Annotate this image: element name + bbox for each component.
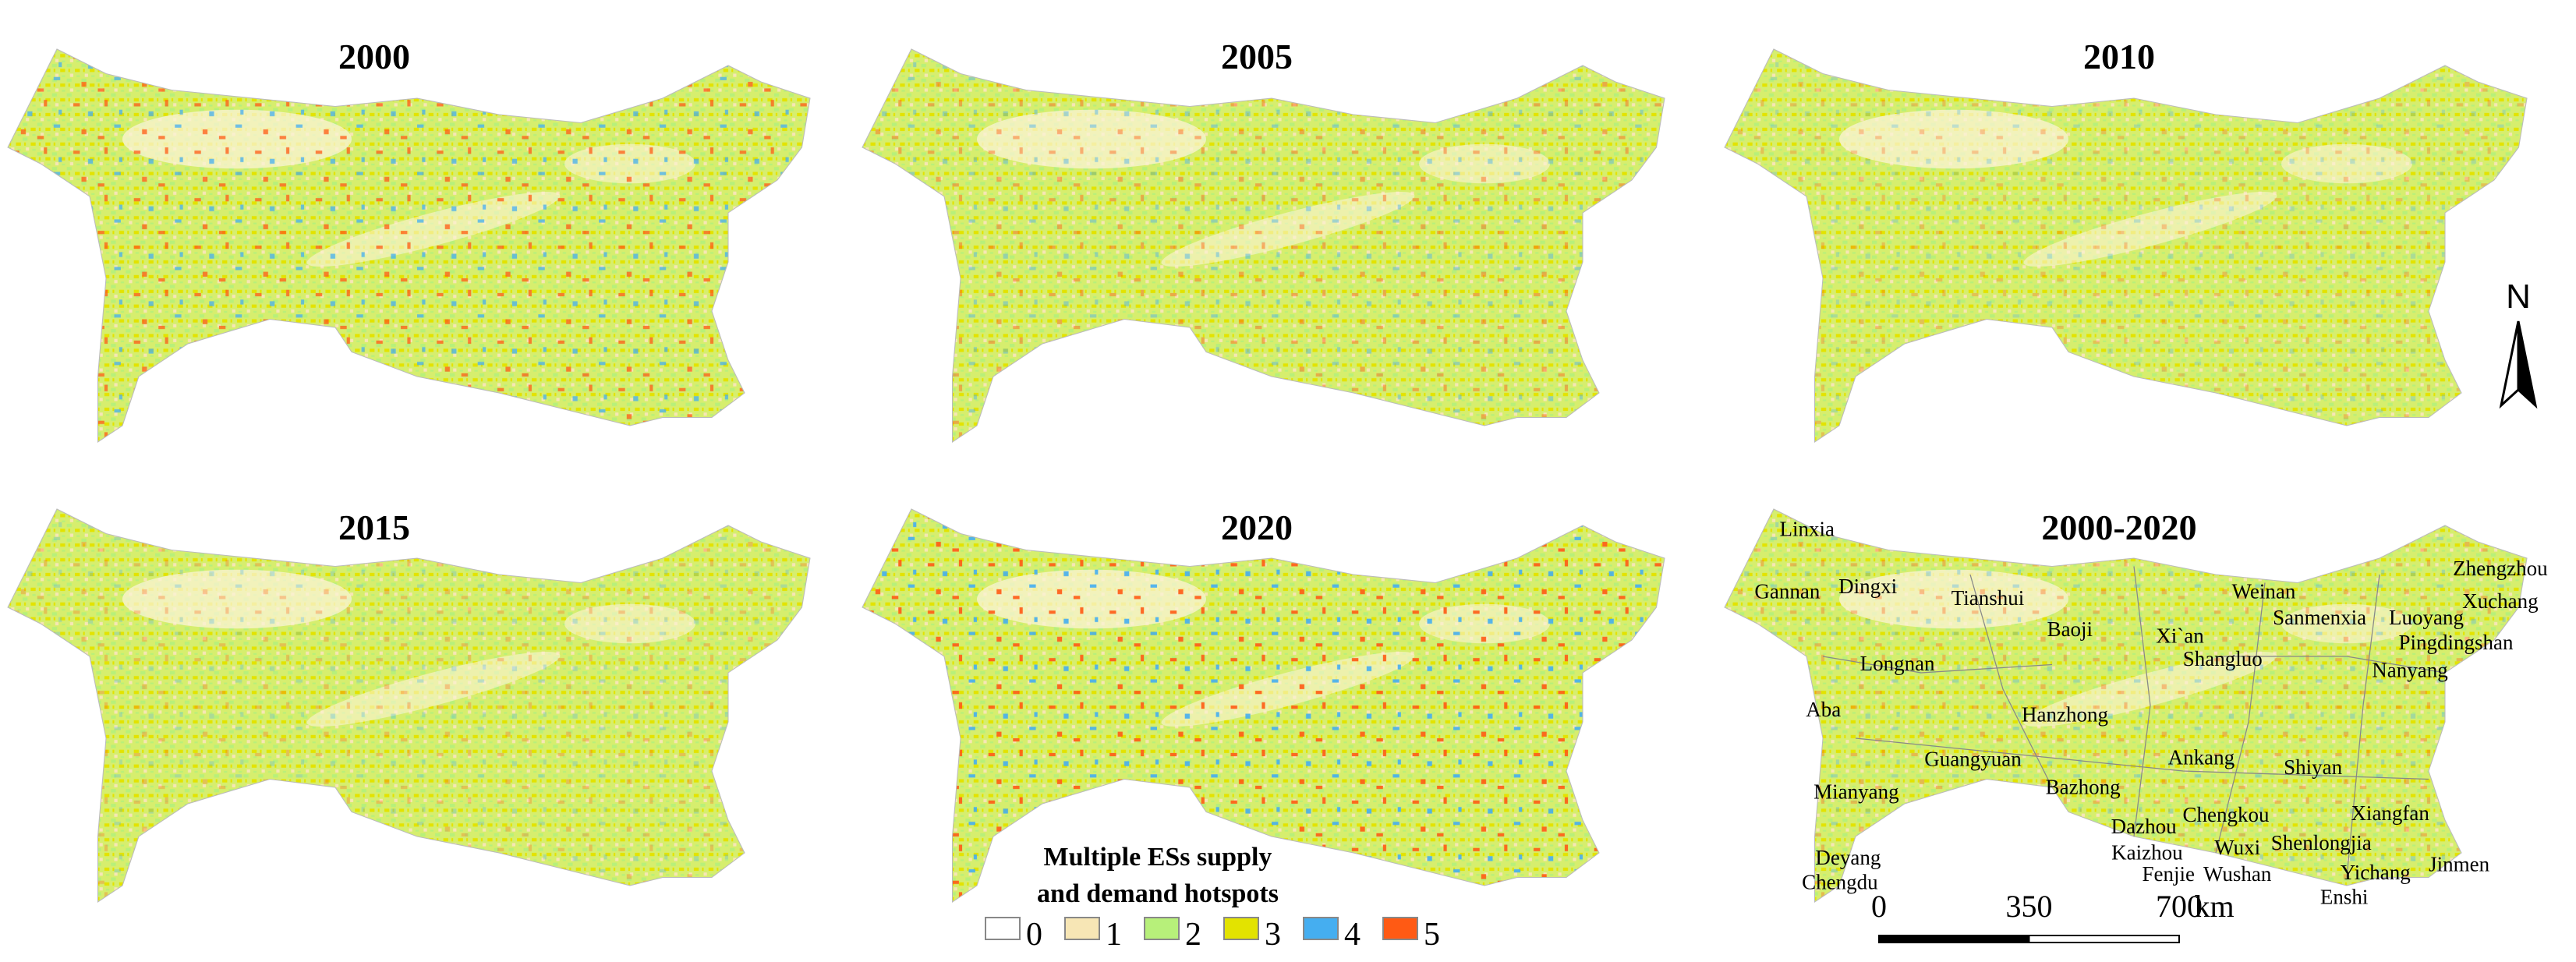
city-label: Linxia xyxy=(1779,517,1834,540)
city-label: Wushan xyxy=(2203,862,2272,886)
legend-swatch xyxy=(1382,917,1418,940)
city-label: Aba xyxy=(1806,698,1841,721)
region-detail xyxy=(8,49,810,442)
legend-swatch xyxy=(1303,917,1339,940)
scale-label: 0 xyxy=(1871,889,1887,924)
city-label: Jinmen xyxy=(2429,852,2489,875)
panel-title: 2005 xyxy=(1221,37,1293,76)
city-label: Gannan xyxy=(1754,580,1820,603)
map-panel xyxy=(1723,48,2528,444)
legend-label: 0 xyxy=(1026,917,1042,953)
scale-segment xyxy=(2028,935,2180,943)
legend-swatch xyxy=(985,917,1021,940)
city-label: Nanyang xyxy=(2372,659,2447,682)
legend-label: 4 xyxy=(1344,917,1361,953)
city-label: Yichang xyxy=(2341,861,2411,884)
legend-label: 5 xyxy=(1424,917,1440,953)
city-label: Pingdingshan xyxy=(2398,631,2514,654)
district-boundary xyxy=(1822,656,2053,674)
district-boundary xyxy=(2215,582,2266,854)
city-label: Kaizhou xyxy=(2111,841,2183,865)
map-panel xyxy=(6,48,812,444)
map-panel xyxy=(6,508,812,904)
city-label: Zhengzhou xyxy=(2453,557,2548,580)
city-label: Weinan xyxy=(2232,580,2296,603)
city-label: Bazhong xyxy=(2046,775,2121,798)
city-label: Tianshui xyxy=(1951,586,2025,610)
city-label: Longnan xyxy=(1860,652,1935,675)
district-boundary xyxy=(2346,574,2380,878)
legend-title: Multiple ESs supply and demand hotspots xyxy=(1037,843,1279,908)
city-label: Chengkou xyxy=(2182,803,2269,826)
city-label: Xuchang xyxy=(2462,589,2538,613)
legend-title-line: Multiple ESs supply xyxy=(1044,843,1272,872)
legend-label: 1 xyxy=(1106,917,1122,953)
north-arrow xyxy=(2499,320,2538,409)
district-boundary xyxy=(2133,566,2151,837)
city-label: Dazhou xyxy=(2111,815,2177,838)
district-boundary xyxy=(1969,574,2053,788)
panel-title: 2010 xyxy=(2083,37,2155,76)
legend-swatch xyxy=(1223,917,1259,940)
scale-label: 700 xyxy=(2156,889,2203,924)
panel-title: 2000-2020 xyxy=(2041,508,2196,547)
legend-label: 2 xyxy=(1185,917,1201,953)
north-label: N xyxy=(2506,278,2531,316)
city-label: Fenjie xyxy=(2142,862,2195,886)
map-panel xyxy=(861,48,1666,444)
city-label: Guangyuan xyxy=(1924,747,2022,770)
region-detail xyxy=(8,509,810,902)
city-label: Deyang xyxy=(1815,846,1881,869)
city-label: Dingxi xyxy=(1838,575,1897,598)
city-label: Luoyang xyxy=(2389,606,2464,629)
scale-segment xyxy=(1878,935,2030,943)
city-label: Shiyan xyxy=(2284,755,2343,779)
hotspot-texture xyxy=(8,509,810,902)
district-boundary xyxy=(2215,656,2446,674)
legend-label: 3 xyxy=(1265,917,1281,953)
legend-swatch xyxy=(1064,917,1100,940)
scale-unit: km xyxy=(2194,889,2234,924)
city-label: Shangluo xyxy=(2183,647,2263,670)
city-label: Xi`an xyxy=(2156,624,2204,647)
city-label: Baoji xyxy=(2047,617,2093,641)
city-label: Sanmenxia xyxy=(2273,606,2366,629)
city-label: Wuxi xyxy=(2214,836,2260,859)
panel-title: 2015 xyxy=(338,508,410,547)
city-label: Hanzhong xyxy=(2022,703,2108,727)
city-label: Enshi xyxy=(2320,885,2369,908)
legend-title-line: and demand hotspots xyxy=(1037,879,1279,908)
hotspot-texture xyxy=(8,49,810,442)
scale-label: 350 xyxy=(2006,889,2053,924)
city-label: Shenlongjia xyxy=(2271,831,2372,854)
region-detail xyxy=(862,49,1665,442)
city-label: Xiangfan xyxy=(2351,801,2429,825)
panel-title: 2020 xyxy=(1221,508,1293,547)
region-detail xyxy=(1725,49,2527,442)
hotspot-texture xyxy=(862,49,1665,442)
city-label: Mianyang xyxy=(1813,780,1898,804)
city-label: Chengdu xyxy=(1802,870,1878,893)
legend-swatch xyxy=(1144,917,1180,940)
city-label: Ankang xyxy=(2168,745,2235,769)
district-boundary xyxy=(1855,737,2429,780)
panel-title: 2000 xyxy=(338,37,410,76)
hotspot-texture xyxy=(1725,49,2527,442)
